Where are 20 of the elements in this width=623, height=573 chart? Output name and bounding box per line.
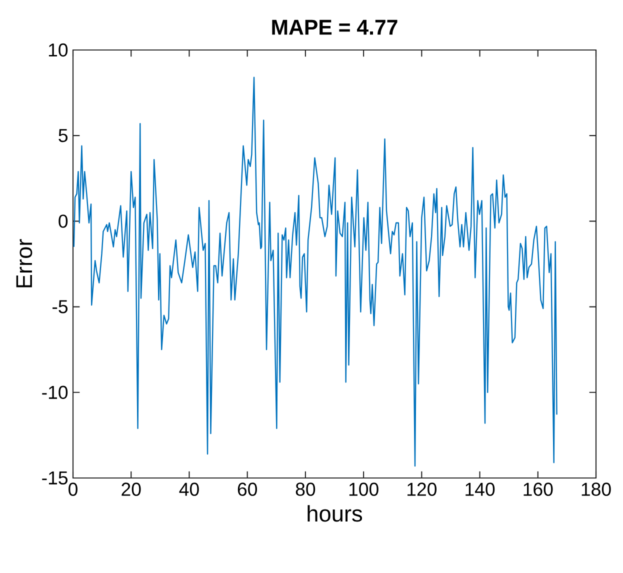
y-tick-label: 5 [58, 129, 68, 142]
y-tick-label: -5 [52, 300, 68, 314]
y-tick-label: 10 [48, 43, 68, 57]
x-tick-label: 40 [179, 482, 199, 496]
y-tick-label: -15 [42, 471, 68, 485]
x-tick-label: 160 [524, 482, 553, 496]
chart-title: MAPE = 4.77 [272, 20, 398, 35]
x-axis-title: hours [308, 505, 362, 522]
line-series [73, 76, 558, 467]
y-axis-title: Error [16, 239, 32, 288]
x-tick-label: 60 [238, 482, 257, 496]
x-tick-label: 180 [582, 482, 611, 496]
x-tick-label: 0 [68, 482, 78, 496]
y-tick-label: -10 [42, 386, 68, 399]
x-tick-label: 100 [349, 482, 378, 496]
x-tick-label: 80 [296, 482, 316, 496]
x-tick-label: 20 [122, 482, 141, 496]
y-tick-label: 0 [58, 214, 68, 228]
x-tick-label: 120 [408, 482, 437, 496]
x-tick-label: 140 [466, 482, 495, 496]
